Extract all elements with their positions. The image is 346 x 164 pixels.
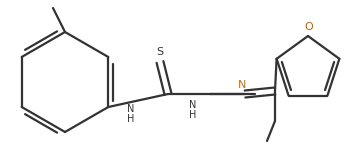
Text: N: N <box>127 104 135 114</box>
Text: O: O <box>304 22 313 32</box>
Text: N: N <box>189 100 197 110</box>
Text: S: S <box>156 47 164 57</box>
Text: H: H <box>189 110 197 120</box>
Text: N: N <box>238 80 246 90</box>
Text: H: H <box>127 114 135 124</box>
